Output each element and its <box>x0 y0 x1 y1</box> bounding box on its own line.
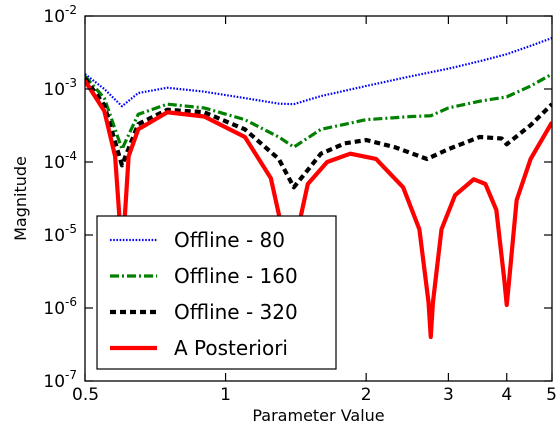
x-tick-label: 2 <box>361 385 372 405</box>
y-tick-label: 10-7 <box>43 368 77 392</box>
x-axis-label: Parameter Value <box>252 406 384 425</box>
legend: Offline - 80 Offline - 160 Offline - 320 A … <box>96 215 337 370</box>
x-tick-label: 4 <box>501 385 512 405</box>
x-tick-label: 1 <box>220 385 231 405</box>
y-tick-label: 10-2 <box>43 3 77 27</box>
legend-box <box>96 215 337 370</box>
x-tick-label: 5 <box>546 385 557 405</box>
x-tick-label: 0.5 <box>72 385 99 405</box>
y-tick-label: 10-3 <box>43 76 77 100</box>
plot-content <box>85 36 552 340</box>
y-tick-label: 10-4 <box>43 149 77 173</box>
y-axis-label: Magnitude <box>11 156 30 241</box>
legend-label-4: A Posteriori <box>174 336 288 360</box>
series-line-2 <box>85 72 552 151</box>
series-line-3 <box>85 77 552 190</box>
legend-label-1: Offline - 80 <box>174 228 285 252</box>
y-tick-label: 10-5 <box>43 222 77 246</box>
series-line-4 <box>85 79 552 340</box>
legend-label-2: Offline - 160 <box>174 264 298 288</box>
y-tick-label: 10-6 <box>43 295 77 319</box>
ticks: 0.5 1 2 3 4 5 10-7 10-6 10-5 10-4 10-3 10-2 <box>43 3 557 405</box>
x-tick-label: 3 <box>443 385 454 405</box>
series-line-1 <box>85 36 552 108</box>
legend-label-3: Offline - 320 <box>174 300 298 324</box>
plot-frame <box>84 15 553 382</box>
